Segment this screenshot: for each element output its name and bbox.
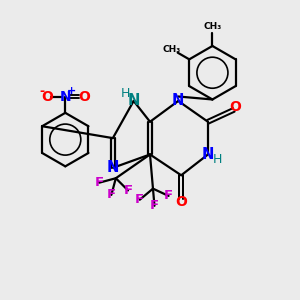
Text: -: -	[39, 85, 44, 98]
Text: H: H	[121, 87, 130, 100]
Text: F: F	[150, 199, 159, 212]
Text: F: F	[135, 193, 144, 206]
Text: F: F	[164, 189, 173, 203]
Text: O: O	[78, 89, 90, 103]
Text: N: N	[107, 160, 119, 175]
Text: H: H	[213, 153, 222, 166]
Text: CH₃: CH₃	[203, 22, 221, 31]
Text: N: N	[202, 147, 214, 162]
Text: O: O	[175, 195, 187, 209]
Text: F: F	[94, 176, 104, 189]
Text: O: O	[41, 89, 53, 103]
Text: N: N	[128, 94, 140, 109]
Text: +: +	[67, 85, 76, 96]
Text: F: F	[107, 188, 116, 201]
Text: O: O	[230, 100, 241, 115]
Text: N: N	[172, 94, 184, 109]
Text: CH₃: CH₃	[163, 45, 181, 54]
Text: N: N	[59, 89, 71, 103]
Text: F: F	[123, 184, 133, 197]
